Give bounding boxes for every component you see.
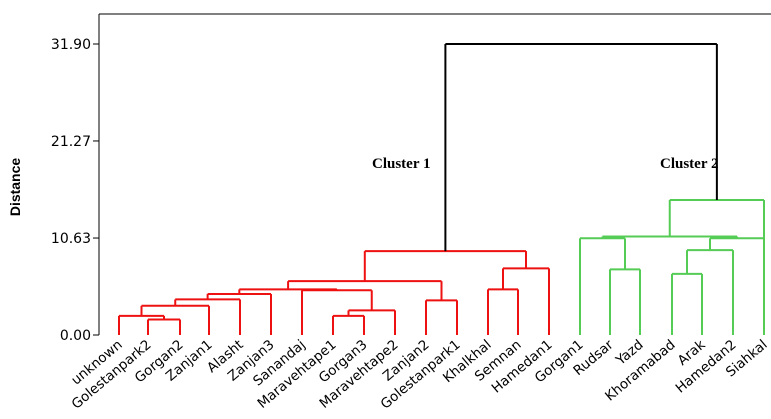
cluster-2-label: Cluster 2 (660, 156, 718, 172)
dendrogram-links (118, 43, 765, 335)
cluster-1-label: Cluster 1 (372, 156, 430, 172)
y-tick-label: 10.63 (51, 231, 91, 247)
y-tick-label: 31.90 (51, 37, 91, 53)
y-axis-title: Distance (7, 158, 23, 217)
leaf-labels: unknownGolestanpark2Gorgan2Zanjan1Alasht… (68, 337, 770, 413)
y-tick-label: 21.27 (51, 134, 91, 150)
axes: 0.00 10.63 21.27 31.90 (51, 13, 771, 344)
y-tick-label: 0.00 (60, 328, 91, 344)
